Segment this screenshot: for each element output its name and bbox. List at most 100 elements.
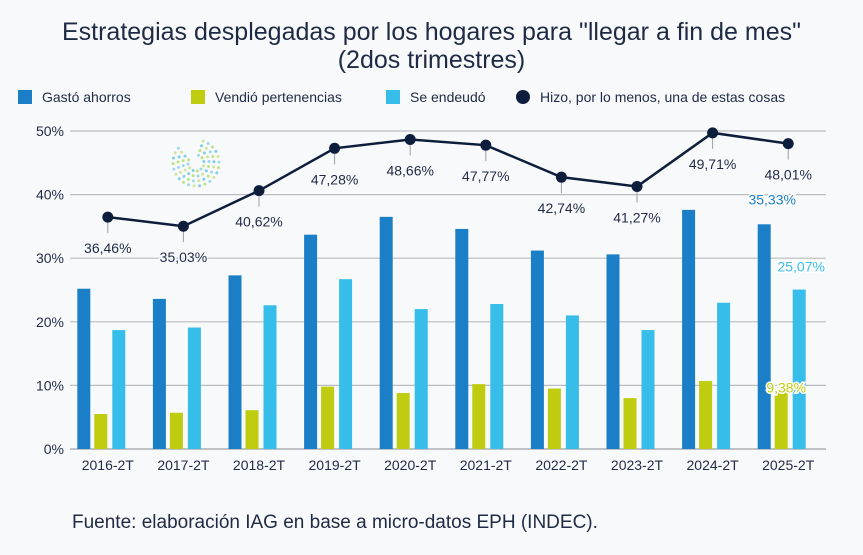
bar-data-label-0: 35,33% <box>748 191 795 207</box>
bar-0-2023-2T <box>606 254 620 449</box>
line-point-2022-2T <box>555 171 567 183</box>
logo-dot <box>203 182 207 186</box>
logo-dot <box>180 150 184 154</box>
logo-dot <box>199 167 203 171</box>
line-point-2018-2T <box>253 185 265 197</box>
logo-dot <box>196 174 200 178</box>
bars-layer <box>77 209 806 449</box>
bar-2-2024-2T <box>717 302 731 449</box>
line-point-2021-2T <box>480 139 492 151</box>
logo-spiral-icon <box>171 139 221 188</box>
labels-layer: 36,46% 35,03% 40,62% 47,28% 48,66% 47,77% 42,7… <box>83 154 827 396</box>
bar-2-2022-2T <box>565 315 579 449</box>
bar-2-2018-2T <box>263 305 277 449</box>
bar-1-2023-2T <box>623 398 637 449</box>
logo-dot <box>208 150 212 154</box>
y-tick-label: 50% <box>36 123 64 139</box>
logo-dot <box>198 184 202 188</box>
bar-0-2019-2T <box>304 234 318 449</box>
x-tick-label: 2020-2T <box>384 457 437 473</box>
bar-1-2017-2T <box>169 412 183 449</box>
logo-dot <box>181 164 185 168</box>
legend-swatch-se-endeudo <box>386 90 400 104</box>
chart-title: Estrategias desplegadas por los hogares … <box>61 18 801 46</box>
logo-dot <box>196 153 200 157</box>
logo-dot <box>187 183 191 187</box>
logo-dot <box>205 155 209 159</box>
legend: Gastó ahorros Vendió pertenencias Se end… <box>18 89 848 111</box>
legend-label-se-endeudo: Se endeudó <box>410 89 486 105</box>
logo-dot <box>210 145 214 149</box>
y-tick-label: 30% <box>36 250 64 266</box>
logo-dot <box>172 167 176 171</box>
logo-dot <box>212 160 216 164</box>
logo-dot <box>176 146 180 150</box>
logo-dot <box>188 166 192 170</box>
bar-0-2018-2T <box>228 275 242 449</box>
bar-1-2019-2T <box>321 386 335 449</box>
line-data-label: 48,66% <box>386 163 433 179</box>
x-tick-label: 2024-2T <box>687 457 740 473</box>
legend-item-vendio-pertenencias: Vendió pertenencias <box>191 89 342 105</box>
line-layer <box>102 127 794 243</box>
bar-1-2020-2T <box>396 393 410 449</box>
bar-0-2020-2T <box>379 216 393 449</box>
line-series-hizo-alguna <box>107 131 789 228</box>
logo-dot <box>200 144 204 148</box>
legend-item-gasto-ahorros: Gastó ahorros <box>18 89 131 105</box>
logo-dot <box>215 171 219 175</box>
bar-0-2021-2T <box>455 228 469 449</box>
logo-dot <box>216 155 220 159</box>
logo-dot <box>217 166 221 170</box>
legend-label-hizo-alguna: Hizo, por lo menos, una de estas cosas <box>540 89 786 105</box>
bar-1-2022-2T <box>547 388 561 449</box>
bar-2-2019-2T <box>339 279 353 449</box>
logo-dot <box>217 160 221 164</box>
logo-dot <box>182 180 186 184</box>
logo-dot <box>212 176 216 180</box>
bar-0-2025-2T <box>757 224 771 449</box>
chart-subtitle: (2dos trimestres) <box>337 46 526 74</box>
logo-dot <box>206 174 210 178</box>
legend-dot-hizo-alguna <box>516 90 530 104</box>
bar-1-2016-2T <box>94 414 108 449</box>
logo-dot <box>204 146 208 150</box>
x-tick-label: 2019-2T <box>309 457 362 473</box>
legend-swatch-vendio-pertenencias <box>191 90 205 104</box>
logo-dot <box>186 162 190 166</box>
logo-dot <box>200 156 204 160</box>
logo-dot <box>187 172 191 176</box>
bar-2-2020-2T <box>414 309 428 449</box>
logo-dot <box>172 156 176 160</box>
x-tick-label: 2021-2T <box>460 457 513 473</box>
y-tick-label: 20% <box>36 314 64 330</box>
logo-dot <box>202 151 206 155</box>
logo-dot <box>198 149 202 153</box>
line-point-2025-2T <box>782 138 794 150</box>
bar-0-2017-2T <box>152 298 166 449</box>
source-note: Fuente: elaboración IAG en base a micro-… <box>72 512 598 533</box>
x-tick-label: 2023-2T <box>611 457 664 473</box>
logo-dot <box>179 170 183 174</box>
logo-dot <box>201 172 205 176</box>
logo-dot <box>176 160 180 164</box>
bar-1-2018-2T <box>245 410 259 449</box>
logo-dot <box>191 179 195 183</box>
logo-dot <box>202 164 206 168</box>
line-data-label: 47,28% <box>311 171 358 187</box>
logo-dot <box>183 168 187 172</box>
logo-dot <box>186 177 190 181</box>
line-point-2023-2T <box>631 181 643 193</box>
line-data-label: 48,01% <box>764 167 811 183</box>
line-data-label: 40,62% <box>235 214 282 230</box>
line-point-2017-2T <box>177 220 189 232</box>
logo-dot <box>210 170 214 174</box>
logo-dot <box>183 154 187 158</box>
logo-dot <box>181 159 185 163</box>
line-data-label: 35,03% <box>160 249 207 265</box>
legend-label-gasto-ahorros: Gastó ahorros <box>42 89 131 105</box>
bar-0-2022-2T <box>530 250 544 449</box>
bar-1-2025-2T <box>774 389 788 449</box>
bar-1-2021-2T <box>472 384 486 449</box>
